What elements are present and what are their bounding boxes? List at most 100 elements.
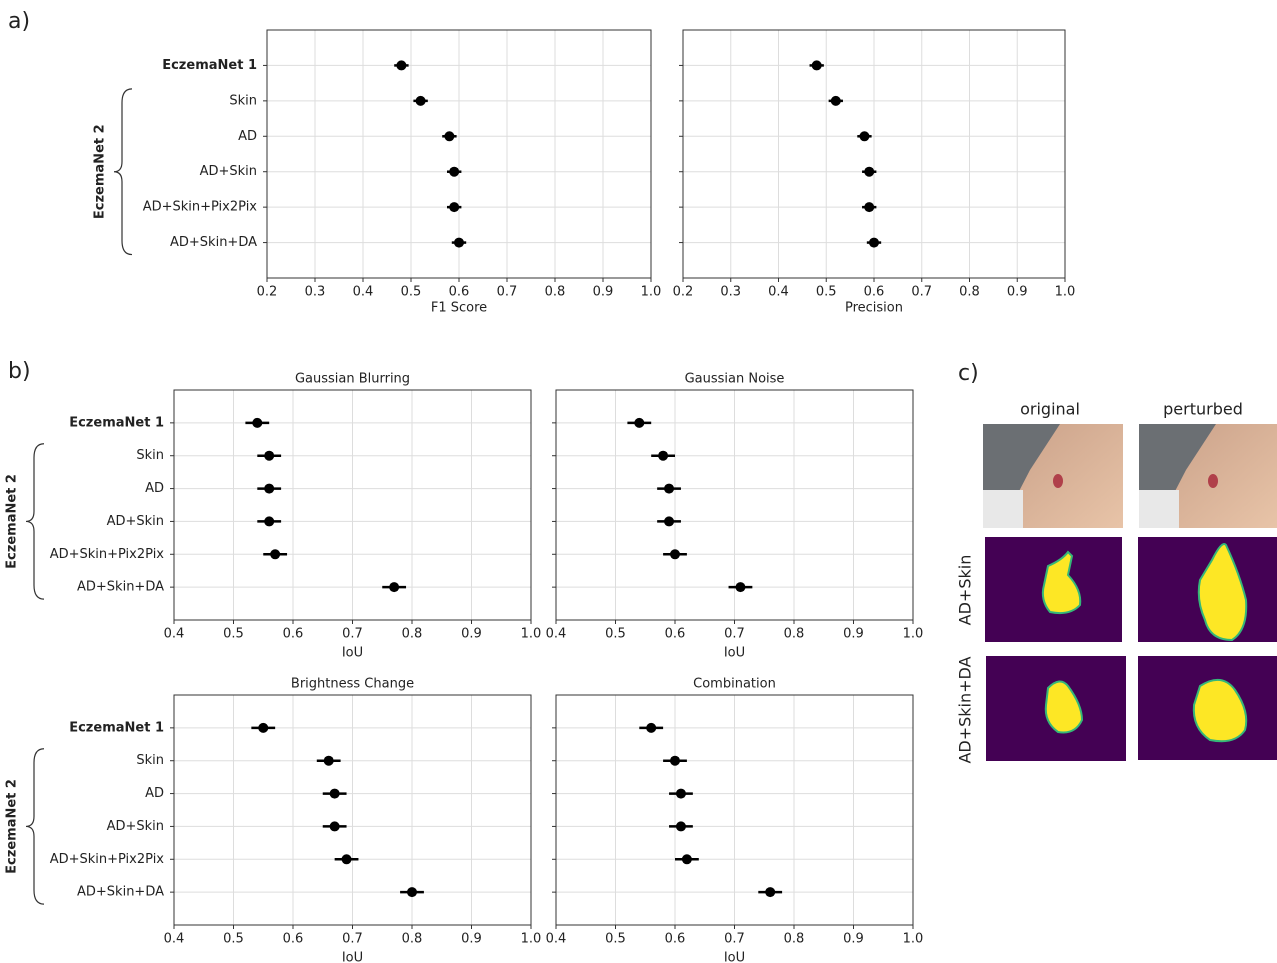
chart-title: Gaussian Noise xyxy=(685,372,785,387)
image-panel: original perturbed AD+Skin AD+Skin+DA xyxy=(956,400,1277,764)
x-tick-label: 0.4 xyxy=(353,285,374,300)
plot: 0.4 0.5 0.6 0.7 0.8 0.9 1.0 Combination IoU xyxy=(546,677,924,963)
plot-frame xyxy=(682,29,1066,279)
dot xyxy=(735,582,746,593)
plot: 0.4 0.5 0.6 0.7 0.8 0.9 1.0 EczemaNet 1 Skin AD AD… xyxy=(5,677,542,963)
x-tick-label: 0.7 xyxy=(342,627,363,642)
dot xyxy=(634,417,645,428)
dot xyxy=(646,722,657,733)
x-tick-label: 0.6 xyxy=(864,285,885,300)
x-tick-label: 0.9 xyxy=(461,932,482,947)
category-label: AD+Skin+DA xyxy=(77,885,164,900)
group-brace xyxy=(25,748,45,905)
dot xyxy=(264,450,275,461)
x-tick-label: 0.5 xyxy=(605,932,626,947)
panel-label: a) xyxy=(8,9,30,34)
group-label: EczemaNet 2 xyxy=(93,124,108,219)
column-label: original xyxy=(1020,400,1080,419)
plot: 0.4 0.5 0.6 0.7 0.8 0.9 1.0 EczemaNet 1 Skin AD AD… xyxy=(5,372,542,661)
category-label: EczemaNet 1 xyxy=(162,58,257,73)
dot xyxy=(670,755,680,766)
group-brace xyxy=(113,88,133,256)
x-tick-label: 0.3 xyxy=(720,285,741,300)
category-label: AD+Skin+DA xyxy=(77,580,164,595)
x-tick-label: 0.9 xyxy=(843,932,864,947)
dot xyxy=(329,821,340,832)
mask xyxy=(985,537,1122,642)
dot xyxy=(264,516,275,527)
x-axis-label: IoU xyxy=(724,951,745,963)
x-tick-label: 0.7 xyxy=(911,285,932,300)
x-tick-label: 0.8 xyxy=(959,285,980,300)
x-tick-label: 0.4 xyxy=(546,627,567,642)
dot xyxy=(869,237,879,248)
dot xyxy=(389,582,400,593)
x-tick-label: 0.8 xyxy=(545,285,566,300)
x-tick-label: 0.8 xyxy=(402,627,423,642)
x-tick-label: 0.6 xyxy=(283,627,304,642)
category-label: EczemaNet 1 xyxy=(69,415,164,430)
x-axis-label: Precision xyxy=(845,301,903,316)
x-tick-label: 0.6 xyxy=(283,932,304,947)
dot xyxy=(407,887,417,898)
category-label: AD+Skin+Pix2Pix xyxy=(143,200,258,215)
x-tick-label: 0.2 xyxy=(257,285,278,300)
dot xyxy=(449,166,460,177)
x-tick-label: 0.3 xyxy=(305,285,326,300)
x-tick-label: 1.0 xyxy=(521,932,542,947)
dot xyxy=(765,887,776,898)
dot xyxy=(341,854,352,865)
dot xyxy=(675,821,686,832)
row-label: AD+Skin xyxy=(956,555,975,626)
x-tick-label: 0.6 xyxy=(665,932,686,947)
x-tick-label: 0.8 xyxy=(784,627,805,642)
x-tick-label: 0.8 xyxy=(784,932,805,947)
dot xyxy=(811,60,822,71)
dot xyxy=(675,788,686,799)
category-label: AD xyxy=(238,129,257,144)
x-tick-label: 0.7 xyxy=(724,627,745,642)
category-label: Skin xyxy=(136,753,164,768)
x-tick-label: 0.6 xyxy=(665,627,686,642)
category-label: AD+Skin xyxy=(107,819,164,834)
category-label: AD+Skin+DA xyxy=(170,235,257,250)
x-tick-label: 0.9 xyxy=(843,627,864,642)
dot xyxy=(670,549,680,560)
dot xyxy=(329,788,340,799)
x-tick-label: 0.4 xyxy=(164,627,185,642)
dot xyxy=(323,755,334,766)
mask xyxy=(1138,656,1277,760)
category-label: AD+Skin+Pix2Pix xyxy=(50,852,165,867)
panel-label: b) xyxy=(8,359,31,384)
dot xyxy=(415,95,426,106)
dot xyxy=(396,60,407,71)
x-tick-label: 1.0 xyxy=(903,627,924,642)
x-tick-label: 0.9 xyxy=(1007,285,1028,300)
mask xyxy=(986,656,1126,761)
row-label: AD+Skin+DA xyxy=(956,656,975,763)
group-label: EczemaNet 2 xyxy=(5,779,20,874)
x-axis-label: F1 Score xyxy=(431,301,487,316)
x-tick-label: 0.5 xyxy=(816,285,837,300)
plot-frame xyxy=(555,389,914,621)
x-tick-label: 0.5 xyxy=(223,627,244,642)
group-brace xyxy=(25,443,45,600)
x-axis-label: IoU xyxy=(724,646,745,661)
category-label: EczemaNet 1 xyxy=(69,720,164,735)
x-tick-label: 1.0 xyxy=(521,627,542,642)
dot xyxy=(859,131,870,142)
x-tick-label: 0.7 xyxy=(342,932,363,947)
x-tick-label: 0.5 xyxy=(401,285,422,300)
dot xyxy=(681,854,692,865)
x-tick-label: 1.0 xyxy=(1055,285,1076,300)
dot xyxy=(449,202,460,213)
x-tick-label: 0.7 xyxy=(497,285,518,300)
column-label: perturbed xyxy=(1163,400,1243,419)
x-tick-label: 0.4 xyxy=(546,932,567,947)
chart-title: Brightness Change xyxy=(291,677,414,692)
plot-frame xyxy=(266,29,652,279)
plot: 0.2 0.3 0.4 0.5 0.6 0.7 0.8 0.9 1.0 EczemaNet 1 Sk… xyxy=(93,29,661,316)
plot-frame xyxy=(173,694,532,926)
dot xyxy=(454,237,464,248)
